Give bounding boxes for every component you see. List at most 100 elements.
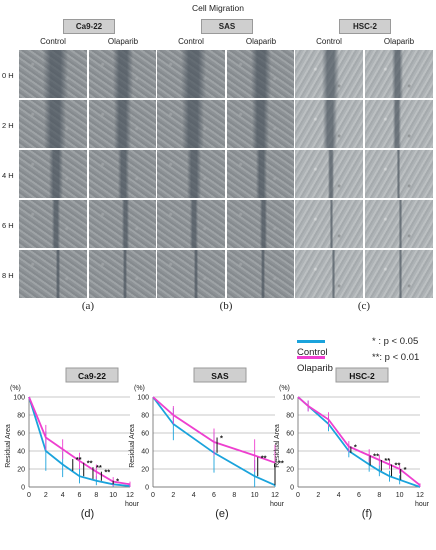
scratch-gap (251, 50, 271, 98)
x-axis-label: hour (270, 501, 285, 508)
series-line-olaparib (297, 396, 421, 486)
panel-letter-top-0: (a) (81, 300, 95, 312)
y-tick-label: 80 (286, 413, 294, 420)
x-axis-label: hour (415, 501, 430, 508)
y-tick-label: 100 (13, 395, 25, 402)
panel-letter-bottom: (d) (81, 508, 94, 520)
y-tick-label: 40 (141, 449, 149, 456)
column-label-control: Control (40, 37, 66, 46)
micrograph-hsc-2-control-3 (294, 199, 364, 249)
y-tick-label: 20 (141, 467, 149, 474)
scratch-gap (260, 250, 265, 298)
y-unit-label: (%) (279, 385, 290, 392)
column-label-control: Control (316, 37, 342, 46)
micrograph-ca9-22-olaparib-4 (88, 249, 158, 299)
scratch-gap (256, 150, 268, 198)
x-tick-label: 0 (296, 492, 300, 499)
x-tick-label: 6 (357, 492, 361, 499)
micrograph-sas-olaparib-4 (226, 249, 296, 299)
significance-marker: ** (87, 459, 93, 468)
y-tick-label: 40 (286, 449, 294, 456)
scratch-gap (323, 100, 337, 148)
x-axis-label: hour (125, 501, 140, 508)
sig1-marker: * (372, 336, 379, 347)
scratch-gap (52, 200, 61, 248)
scratch-gap (328, 150, 334, 198)
legend: Control Olaparib (297, 336, 357, 374)
scratch-gap (118, 150, 130, 198)
micrograph-ca9-22-olaparib-2 (88, 149, 158, 199)
chart-title-badge (65, 367, 119, 383)
scratch-gap (322, 50, 339, 98)
x-tick-label: 0 (151, 492, 155, 499)
x-tick-label: 10 (251, 492, 259, 499)
series-line-olaparib (152, 396, 276, 464)
significance-note-2: **: p < 0.01 (372, 352, 419, 363)
micrograph-ca9-22-olaparib-1 (88, 99, 158, 149)
micrograph-hsc-2-control-1 (294, 99, 364, 149)
scratch-gap (393, 100, 402, 148)
micrograph-hsc-2-olaparib-3 (364, 199, 434, 249)
micrograph-hsc-2-olaparib-2 (364, 149, 434, 199)
x-tick-label: 12 (416, 492, 424, 499)
cell-line-badge-hsc-2: HSC-2 (339, 19, 391, 34)
y-unit-label: (%) (134, 385, 145, 392)
panel-letter-bottom: (e) (215, 508, 228, 520)
micrograph-sas-control-3 (156, 199, 226, 249)
scratch-gap (187, 150, 201, 198)
y-tick-label: 60 (141, 431, 149, 438)
y-tick-label: 20 (286, 467, 294, 474)
significance-marker: ** (96, 463, 102, 472)
micrograph-ca9-22-control-1 (18, 99, 88, 149)
significance-marker: ** (261, 453, 267, 462)
legend-swatch-control (297, 339, 325, 343)
micrograph-hsc-2-olaparib-0 (364, 49, 434, 99)
chart-title: SAS (211, 371, 229, 381)
micrograph-ca9-22-olaparib-3 (88, 199, 158, 249)
micrograph-sas-control-1 (156, 99, 226, 149)
y-tick-label: 60 (286, 431, 294, 438)
scratch-gap (392, 50, 404, 98)
significance-marker: * (116, 477, 119, 486)
y-axis-label: Residual Area (129, 424, 136, 468)
legend-item-control: Control (297, 336, 357, 358)
x-tick-label: 2 (44, 492, 48, 499)
scratch-gap (259, 200, 267, 248)
x-tick-label: 10 (109, 492, 117, 499)
micrograph-sas-control-4 (156, 249, 226, 299)
scratch-gap (44, 100, 67, 148)
scratch-gap (399, 250, 402, 298)
scratch-gap (113, 50, 133, 98)
column-label-olaparib: Olaparib (245, 37, 277, 46)
micrograph-ca9-22-control-2 (18, 149, 88, 199)
y-tick-label: 80 (141, 413, 149, 420)
micrograph-sas-olaparib-3 (226, 199, 296, 249)
micrograph-ca9-22-olaparib-0 (88, 49, 158, 99)
cell-line-badge-ca9-22: Ca9-22 (63, 19, 115, 34)
panel-letter-top-1: (b) (219, 300, 233, 312)
series-line-control (297, 396, 421, 488)
x-tick-label: 2 (171, 492, 175, 499)
panel-letter-bottom: (f) (362, 508, 372, 520)
scratch-gap (397, 150, 400, 198)
y-tick-label: 20 (17, 467, 25, 474)
timepoint-label-2: 4 H (2, 171, 14, 180)
scratch-gap (193, 250, 198, 298)
sig2-text: : p < 0.01 (379, 352, 420, 363)
cell-line-badge-sas: SAS (201, 19, 253, 34)
y-tick-label: 0 (290, 485, 294, 492)
y-tick-label: 80 (17, 413, 25, 420)
x-tick-label: 8 (232, 492, 236, 499)
micrograph-ca9-22-control-3 (18, 199, 88, 249)
micrograph-hsc-2-control-0 (294, 49, 364, 99)
chart-title-badge (193, 367, 247, 383)
x-tick-label: 0 (27, 492, 31, 499)
x-tick-label: 10 (396, 492, 404, 499)
x-tick-label: 8 (377, 492, 381, 499)
legend-item-olaparib: Olaparib (297, 352, 357, 374)
significance-marker: * (354, 443, 357, 452)
micrograph-hsc-2-olaparib-1 (364, 99, 434, 149)
y-tick-label: 60 (17, 431, 25, 438)
micrograph-sas-olaparib-0 (226, 49, 296, 99)
